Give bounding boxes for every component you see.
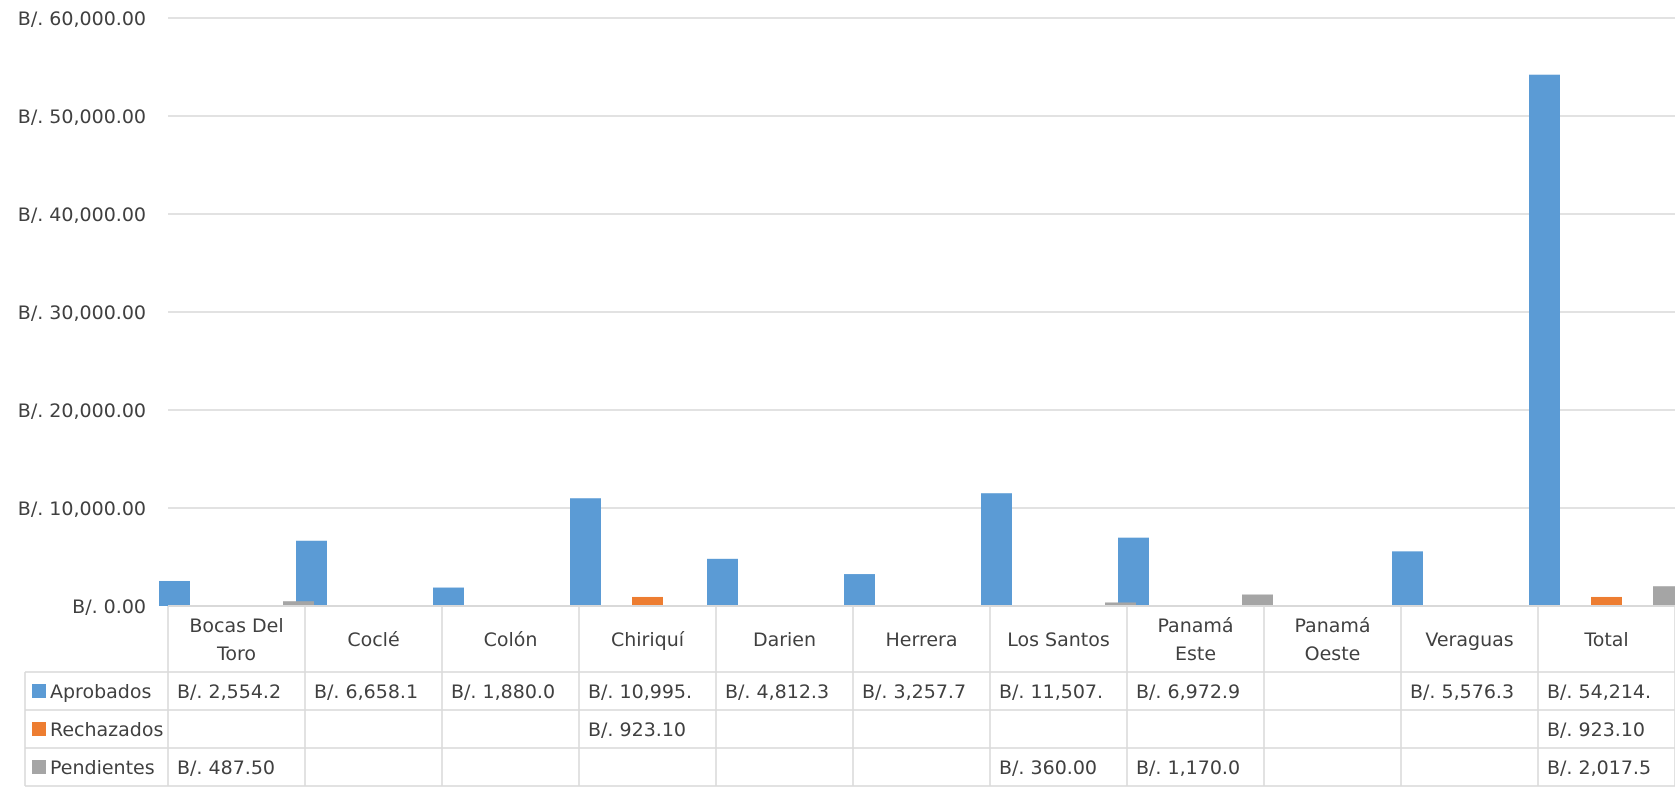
- category-label: Chiriquí: [611, 629, 685, 651]
- bar-pendientes-0: [283, 601, 314, 606]
- table-cell: B/. 4,812.3: [725, 681, 829, 703]
- category-label: Darien: [753, 629, 816, 651]
- bar-aprobados-5: [844, 574, 875, 606]
- category-label: Panamá: [1157, 615, 1233, 637]
- table-cell: B/. 1,880.0: [451, 681, 555, 703]
- y-tick-label: B/. 40,000.00: [18, 204, 146, 226]
- legend-label: Aprobados: [50, 681, 151, 703]
- table-cell: B/. 2,017.5: [1547, 757, 1651, 779]
- table-cell: B/. 923.10: [588, 719, 686, 741]
- legend-label: Pendientes: [50, 757, 155, 779]
- bar-pendientes-6: [1105, 602, 1136, 606]
- category-label: Total: [1583, 629, 1628, 651]
- y-axis: B/. 0.00 B/. 10,000.00 B/. 20,000.00 B/. 30…: [18, 8, 146, 618]
- category-label: Los Santos: [1007, 629, 1110, 651]
- y-tick-label: B/. 60,000.00: [18, 8, 146, 30]
- table-cell: B/. 2,554.2: [177, 681, 281, 703]
- bar-aprobados-6: [981, 493, 1012, 606]
- y-tick-label: B/. 30,000.00: [18, 302, 146, 324]
- table-cell: B/. 11,507.: [999, 681, 1103, 703]
- category-label: Toro: [216, 643, 256, 665]
- legend-label: Rechazados: [50, 719, 163, 741]
- category-label: Herrera: [886, 629, 958, 651]
- bar-aprobados-0: [159, 580, 190, 606]
- category-label: Veraguas: [1425, 629, 1513, 651]
- data-table: Bocas Del Toro Coclé Colón Chiriquí Darien Her…: [24, 605, 1675, 787]
- bar-aprobados-2: [433, 587, 464, 606]
- gridlines: [168, 17, 1675, 509]
- y-tick-label: B/. 50,000.00: [18, 106, 146, 128]
- table-cell: B/. 5,576.3: [1410, 681, 1514, 703]
- table-cell: B/. 10,995.: [588, 681, 692, 703]
- table-cell: B/. 3,257.7: [862, 681, 966, 703]
- bar-aprobados-1: [296, 540, 327, 606]
- y-tick-label: B/. 0.00: [72, 596, 146, 618]
- legend-key-aprobados: [32, 684, 46, 698]
- category-label: Oeste: [1305, 643, 1361, 665]
- category-label: Panamá: [1294, 615, 1370, 637]
- legend-key-rechazados: [32, 722, 46, 736]
- bar-pendientes-10: [1653, 586, 1675, 606]
- bar-aprobados-9: [1392, 551, 1423, 606]
- bar-rechazados-10: [1591, 596, 1622, 606]
- category-label: Este: [1175, 643, 1216, 665]
- table-cell: B/. 360.00: [999, 757, 1097, 779]
- bar-pendientes-7: [1242, 594, 1273, 606]
- category-label: Colón: [484, 629, 538, 651]
- y-tick-label: B/. 10,000.00: [18, 498, 146, 520]
- bar-aprobados-7: [1118, 537, 1149, 606]
- y-tick-label: B/. 20,000.00: [18, 400, 146, 422]
- table-cell: B/. 487.50: [177, 757, 275, 779]
- category-label: Bocas Del: [189, 615, 283, 637]
- legend-key-pendientes: [32, 760, 46, 774]
- category-label: Coclé: [347, 629, 399, 651]
- bar-rechazados-3: [632, 596, 663, 606]
- table-cell: B/. 923.10: [1547, 719, 1645, 741]
- bar-aprobados-10: [1529, 74, 1560, 606]
- table-cell: B/. 6,972.9: [1136, 681, 1240, 703]
- table-cell: B/. 6,658.1: [314, 681, 418, 703]
- table-cell: B/. 54,214.: [1547, 681, 1651, 703]
- bars: [159, 74, 1675, 606]
- bar-aprobados-3: [570, 498, 601, 606]
- table-cell: B/. 1,170.0: [1136, 757, 1240, 779]
- bar-aprobados-4: [707, 558, 738, 606]
